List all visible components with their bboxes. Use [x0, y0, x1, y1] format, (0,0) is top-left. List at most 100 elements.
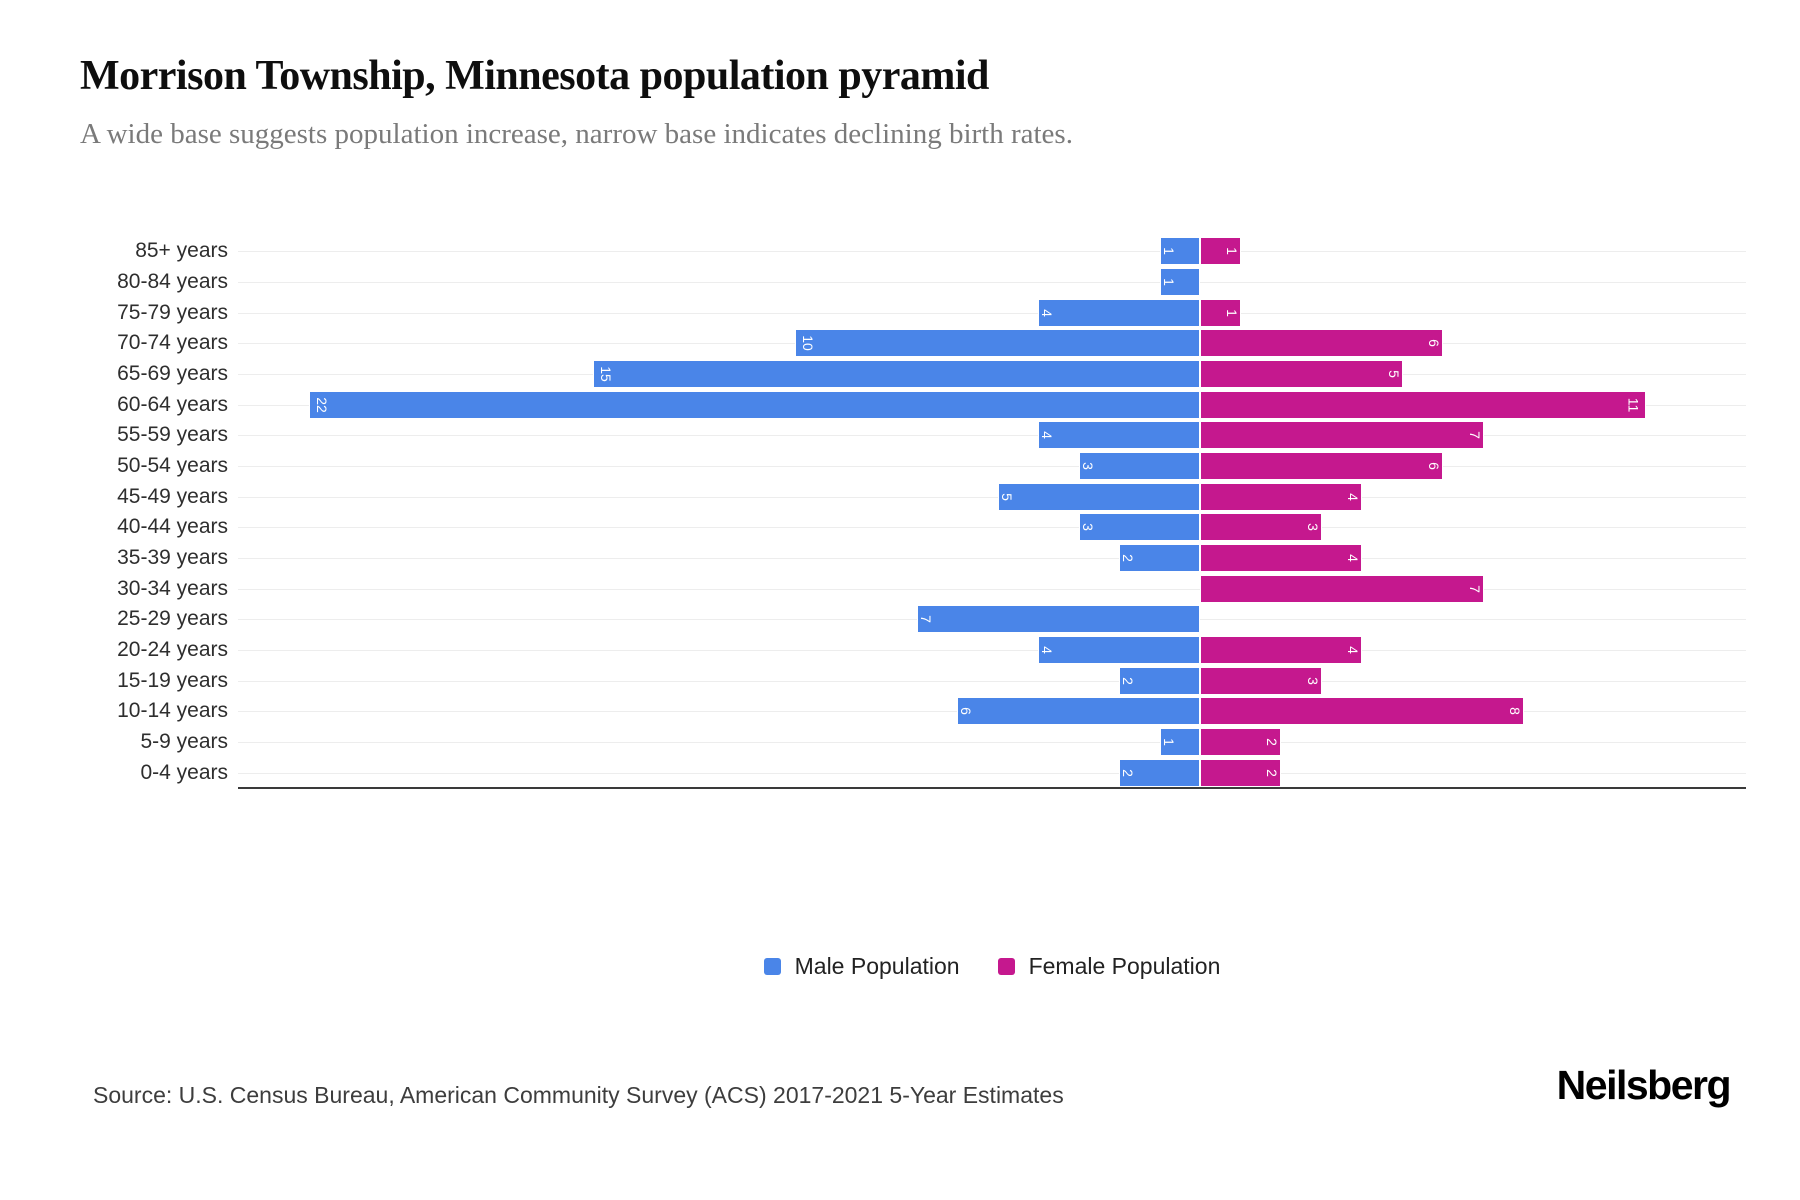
- bar-value-label: 5: [1385, 370, 1402, 378]
- bar-value-label: 4: [1345, 646, 1362, 654]
- male-bar[interactable]: 4: [1038, 636, 1200, 665]
- bar-value-label: 6: [1426, 339, 1443, 348]
- bar-value-label: 4: [1345, 554, 1362, 562]
- chart-legend: Male Population Female Population: [238, 953, 1746, 980]
- page-subtitle: A wide base suggests population increase…: [80, 118, 1073, 150]
- age-group-label: 50-54 years: [117, 454, 228, 478]
- age-group-label: 55-59 years: [117, 423, 228, 447]
- x-axis-line: [238, 787, 1746, 789]
- male-bar[interactable]: 4: [1038, 421, 1200, 450]
- female-bar[interactable]: 3: [1200, 666, 1322, 695]
- gridline: [238, 773, 1746, 774]
- bar-value-label: 2: [1119, 676, 1136, 685]
- male-bar[interactable]: 2: [1119, 666, 1200, 695]
- female-bar[interactable]: 5: [1200, 360, 1403, 388]
- age-group-label: 25-29 years: [117, 607, 228, 631]
- bar-value-label: 4: [1038, 646, 1055, 654]
- female-bar[interactable]: 3: [1200, 513, 1322, 542]
- bar-value-label: 2: [1264, 738, 1281, 746]
- bar-value-label: 1: [1223, 308, 1240, 317]
- female-bar[interactable]: 6: [1200, 452, 1443, 481]
- bar-value-label: 8: [1507, 707, 1524, 716]
- bar-value-label: 4: [1038, 431, 1055, 440]
- bar-value-label: 7: [1466, 584, 1483, 593]
- bar-value-label: 22: [313, 396, 330, 413]
- age-group-label: 40-44 years: [117, 515, 228, 539]
- female-bar[interactable]: 4: [1200, 482, 1362, 511]
- female-bar[interactable]: 6: [1200, 329, 1443, 358]
- bar-value-label: 3: [1304, 523, 1321, 532]
- bar-value-label: 6: [1426, 462, 1443, 470]
- male-bar[interactable]: 7: [916, 605, 1200, 634]
- bar-value-label: 1: [1160, 278, 1177, 286]
- gridline: [238, 558, 1746, 559]
- neilsberg-logo: Neilsberg: [1556, 1062, 1732, 1108]
- male-bar[interactable]: 2: [1119, 544, 1200, 573]
- male-color-swatch: [763, 958, 781, 975]
- male-bar[interactable]: 15: [592, 360, 1200, 388]
- female-bar[interactable]: 1: [1200, 237, 1241, 266]
- male-bar[interactable]: 3: [1078, 452, 1200, 481]
- bar-value-label: 5: [998, 492, 1015, 501]
- page-title: Morrison Township, Minnesota population …: [80, 53, 989, 99]
- male-bar[interactable]: 4: [1038, 298, 1200, 327]
- age-group-label: 10-14 years: [117, 699, 228, 723]
- age-group-label: 70-74 years: [117, 331, 228, 355]
- male-bar[interactable]: 3: [1078, 513, 1200, 542]
- male-bar[interactable]: 22: [309, 390, 1200, 419]
- bar-value-label: 7: [1466, 431, 1483, 440]
- source-text: Source: U.S. Census Bureau, American Com…: [93, 1082, 1064, 1108]
- male-bar[interactable]: 6: [957, 697, 1200, 726]
- gridline: [238, 466, 1746, 467]
- legend-item-female[interactable]: Female Population: [997, 953, 1221, 980]
- female-bar[interactable]: 7: [1200, 421, 1484, 450]
- gridline: [238, 589, 1746, 590]
- legend-item-male[interactable]: Male Population: [763, 953, 960, 980]
- bar-value-label: 1: [1160, 738, 1177, 746]
- gridline: [238, 435, 1746, 436]
- gridline: [238, 681, 1746, 682]
- male-bar[interactable]: 1: [1159, 268, 1200, 296]
- age-group-label: 85+ years: [135, 239, 228, 263]
- gridline: [238, 251, 1746, 252]
- legend-label-female: Female Population: [1028, 953, 1221, 979]
- bar-value-label: 3: [1079, 462, 1096, 470]
- bar-value-label: 2: [1264, 768, 1281, 777]
- male-bar[interactable]: 1: [1159, 728, 1200, 757]
- female-bar[interactable]: 4: [1200, 544, 1362, 573]
- female-bar[interactable]: 4: [1200, 636, 1362, 665]
- gridline: [238, 282, 1746, 283]
- male-bar[interactable]: 1: [1159, 237, 1200, 266]
- age-group-label: 80-84 years: [117, 270, 228, 293]
- bar-value-label: 2: [1119, 554, 1136, 562]
- age-group-label: 20-24 years: [117, 638, 228, 662]
- female-bar[interactable]: 1: [1200, 298, 1241, 327]
- bar-value-label: 3: [1079, 523, 1096, 532]
- female-bar[interactable]: 7: [1200, 574, 1484, 603]
- gridline: [238, 497, 1746, 498]
- age-group-label: 45-49 years: [117, 484, 228, 508]
- female-color-swatch: [997, 958, 1015, 975]
- age-group-label: 60-64 years: [117, 392, 228, 416]
- age-group-label: 35-39 years: [117, 546, 228, 570]
- gridline: [238, 527, 1746, 528]
- bar-value-label: 1: [1160, 247, 1177, 256]
- bar-value-label: 1: [1223, 247, 1240, 256]
- male-bar[interactable]: 2: [1119, 758, 1200, 787]
- female-bar[interactable]: 11: [1200, 390, 1646, 419]
- gridline: [238, 650, 1746, 651]
- female-bar[interactable]: 2: [1200, 758, 1281, 787]
- male-bar[interactable]: 10: [795, 329, 1200, 358]
- bar-value-label: 4: [1345, 492, 1362, 501]
- female-bar[interactable]: 2: [1200, 728, 1281, 757]
- legend-label-male: Male Population: [794, 953, 960, 979]
- age-group-label: 65-69 years: [117, 362, 228, 385]
- female-bar[interactable]: 8: [1200, 697, 1524, 726]
- age-group-label: 15-19 years: [117, 668, 228, 692]
- age-group-label: 0-4 years: [140, 760, 228, 784]
- bar-value-label: 4: [1038, 308, 1055, 317]
- bar-value-label: 2: [1119, 768, 1136, 777]
- male-bar[interactable]: 5: [997, 482, 1200, 511]
